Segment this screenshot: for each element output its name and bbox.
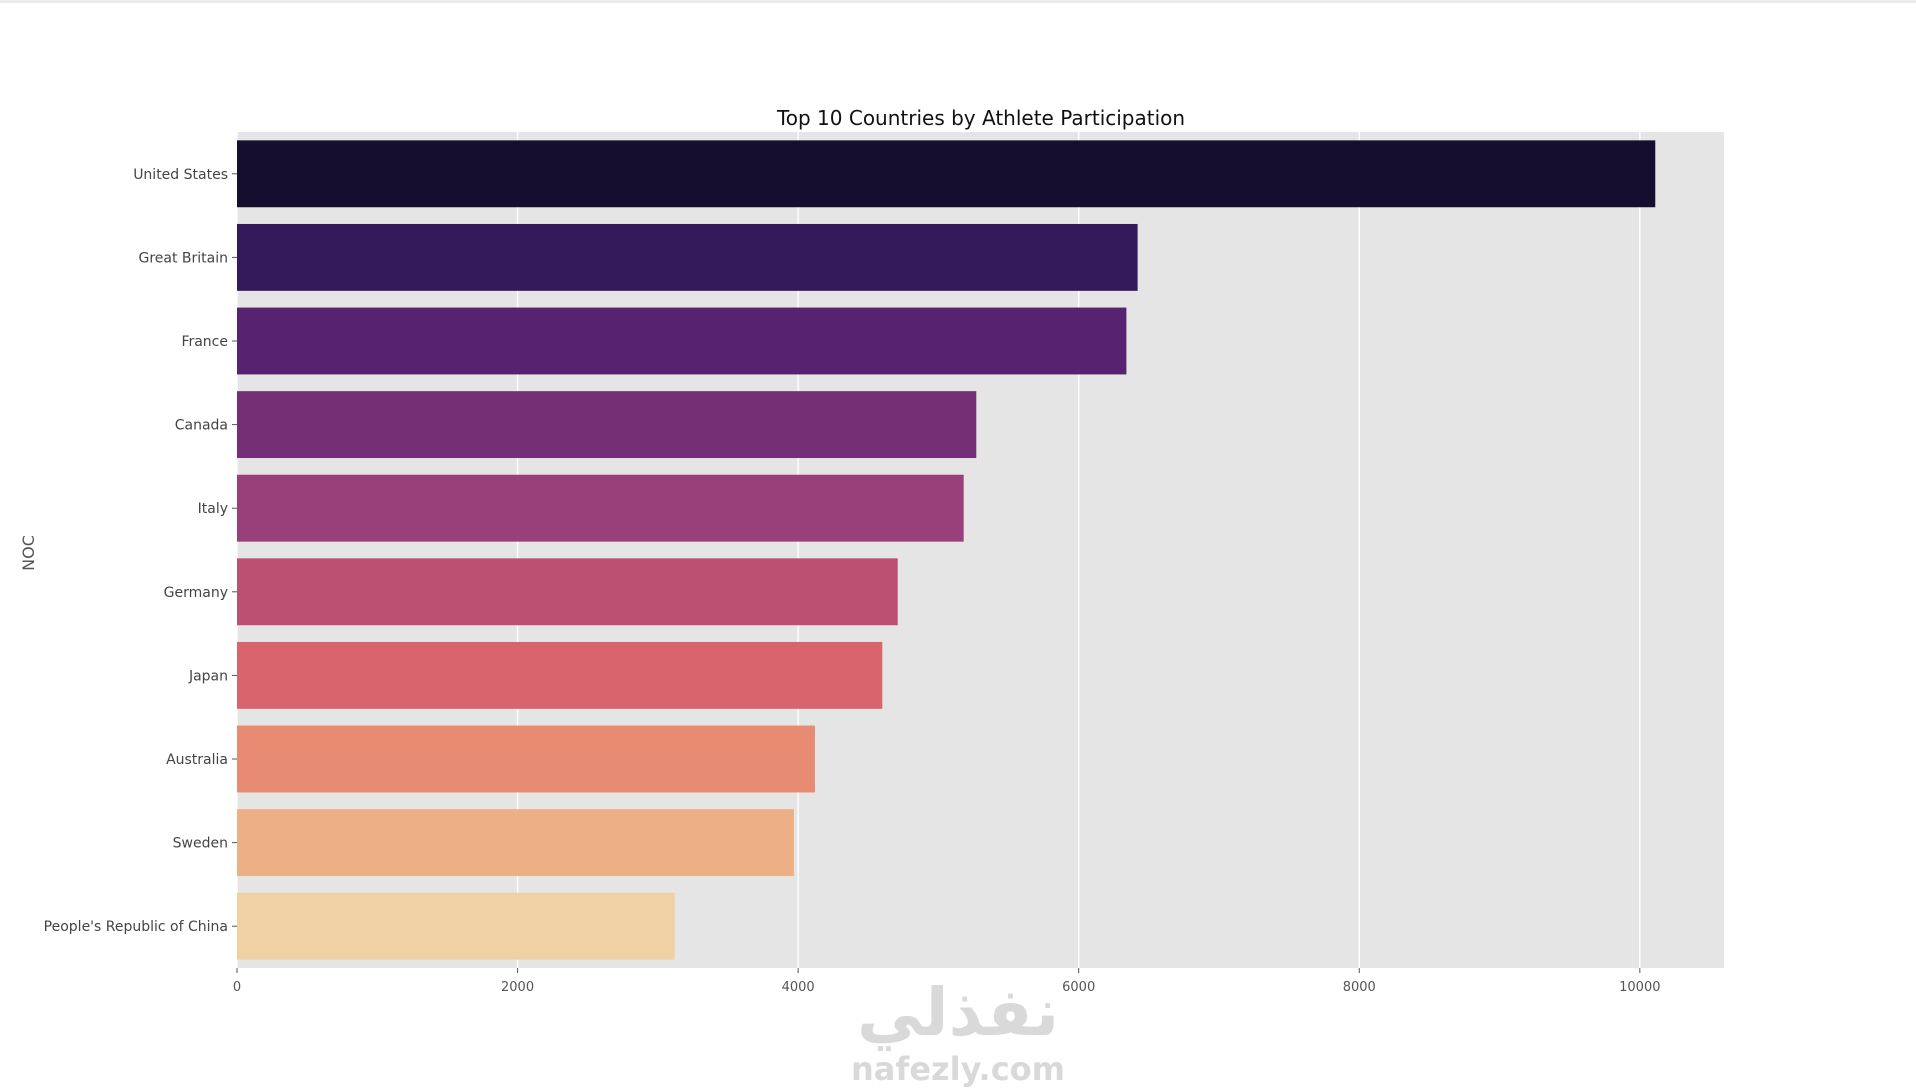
bar: [237, 474, 964, 542]
bar: [237, 641, 883, 709]
y-tick-label: Germany: [164, 585, 228, 601]
bar: [237, 307, 1127, 375]
y-tick-label: Canada: [175, 418, 228, 434]
x-tick-label: 4000: [782, 980, 815, 995]
y-tick-label: United States: [133, 167, 228, 183]
y-tick-label: People's Republic of China: [44, 919, 228, 935]
bar: [237, 140, 1656, 208]
bar: [237, 391, 977, 459]
bars: [237, 140, 1656, 960]
x-tick-label: 6000: [1062, 980, 1095, 995]
x-tick-label: 10000: [1619, 980, 1660, 995]
y-tick-label: France: [181, 334, 228, 350]
bar: [237, 892, 675, 960]
chart-title: Top 10 Countries by Athlete Participatio…: [776, 106, 1185, 130]
y-axis-label: NOC: [19, 535, 38, 571]
y-tick-label: Sweden: [173, 836, 228, 852]
y-tick-label: Great Britain: [138, 250, 228, 266]
bar: [237, 558, 898, 626]
x-tick-label: 0: [233, 980, 241, 995]
y-tick-label: Australia: [166, 752, 228, 768]
x-axis-ticks: 0 2000 4000 6000 8000 10000: [233, 968, 1661, 995]
x-tick-label: 2000: [501, 980, 534, 995]
x-tick-label: 8000: [1343, 980, 1376, 995]
bar: [237, 809, 794, 877]
bar: [237, 223, 1138, 291]
watermark-latin: nafezly.com: [851, 1050, 1065, 1088]
y-tick-label: Italy: [198, 501, 228, 517]
y-axis-ticks: United States Great Britain France Canada It…: [44, 167, 237, 935]
watermark: نفذلي nafezly.com: [851, 974, 1065, 1088]
y-tick-label: Japan: [188, 668, 228, 684]
bar: [237, 725, 815, 793]
top-border: [0, 0, 1916, 3]
watermark-arabic: نفذلي: [857, 974, 1059, 1051]
